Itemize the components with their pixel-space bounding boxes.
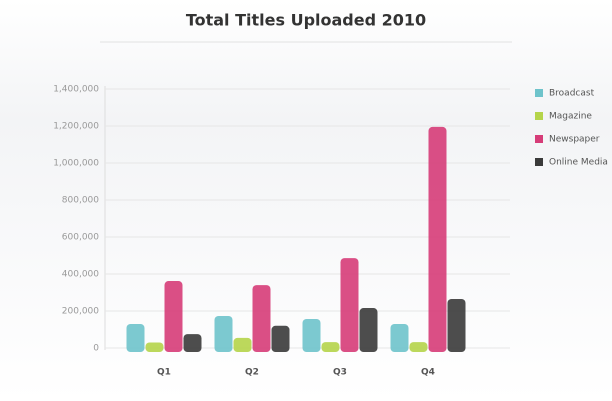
bar (233, 337, 252, 352)
legend-label: Newspaper (549, 135, 600, 145)
y-tick-label: 600,000 (62, 233, 99, 243)
y-tick-label: 200,000 (62, 307, 99, 317)
bar (321, 342, 340, 352)
bar (252, 285, 271, 352)
x-tick-label: Q3 (333, 368, 347, 378)
bar (145, 342, 164, 352)
chart-title: Total Titles Uploaded 2010 (186, 11, 426, 30)
legend-swatch (535, 112, 543, 120)
y-tick-label: 0 (93, 344, 99, 354)
bar (214, 315, 233, 352)
y-tick-label: 1,200,000 (53, 122, 99, 132)
bar (428, 126, 447, 352)
legend-label: Online Media (549, 158, 608, 168)
bar (359, 308, 378, 352)
bar (390, 323, 409, 352)
legend-label: Broadcast (549, 89, 595, 99)
bar (409, 342, 428, 352)
bar (164, 281, 183, 352)
bar (302, 318, 321, 352)
legend-label: Magazine (549, 112, 592, 122)
x-tick-label: Q1 (157, 368, 171, 378)
bar (183, 334, 202, 352)
bar (447, 298, 466, 352)
y-tick-label: 800,000 (62, 196, 99, 206)
y-tick-label: 400,000 (62, 270, 99, 280)
x-tick-label: Q4 (421, 368, 435, 378)
legend-swatch (535, 89, 543, 97)
bar (126, 323, 145, 352)
x-tick-label: Q2 (245, 368, 259, 378)
bar (340, 258, 359, 352)
legend-swatch (535, 158, 543, 166)
y-tick-label: 1,400,000 (53, 85, 99, 95)
bar (271, 325, 290, 352)
y-tick-label: 1,000,000 (53, 159, 99, 169)
legend-swatch (535, 135, 543, 143)
